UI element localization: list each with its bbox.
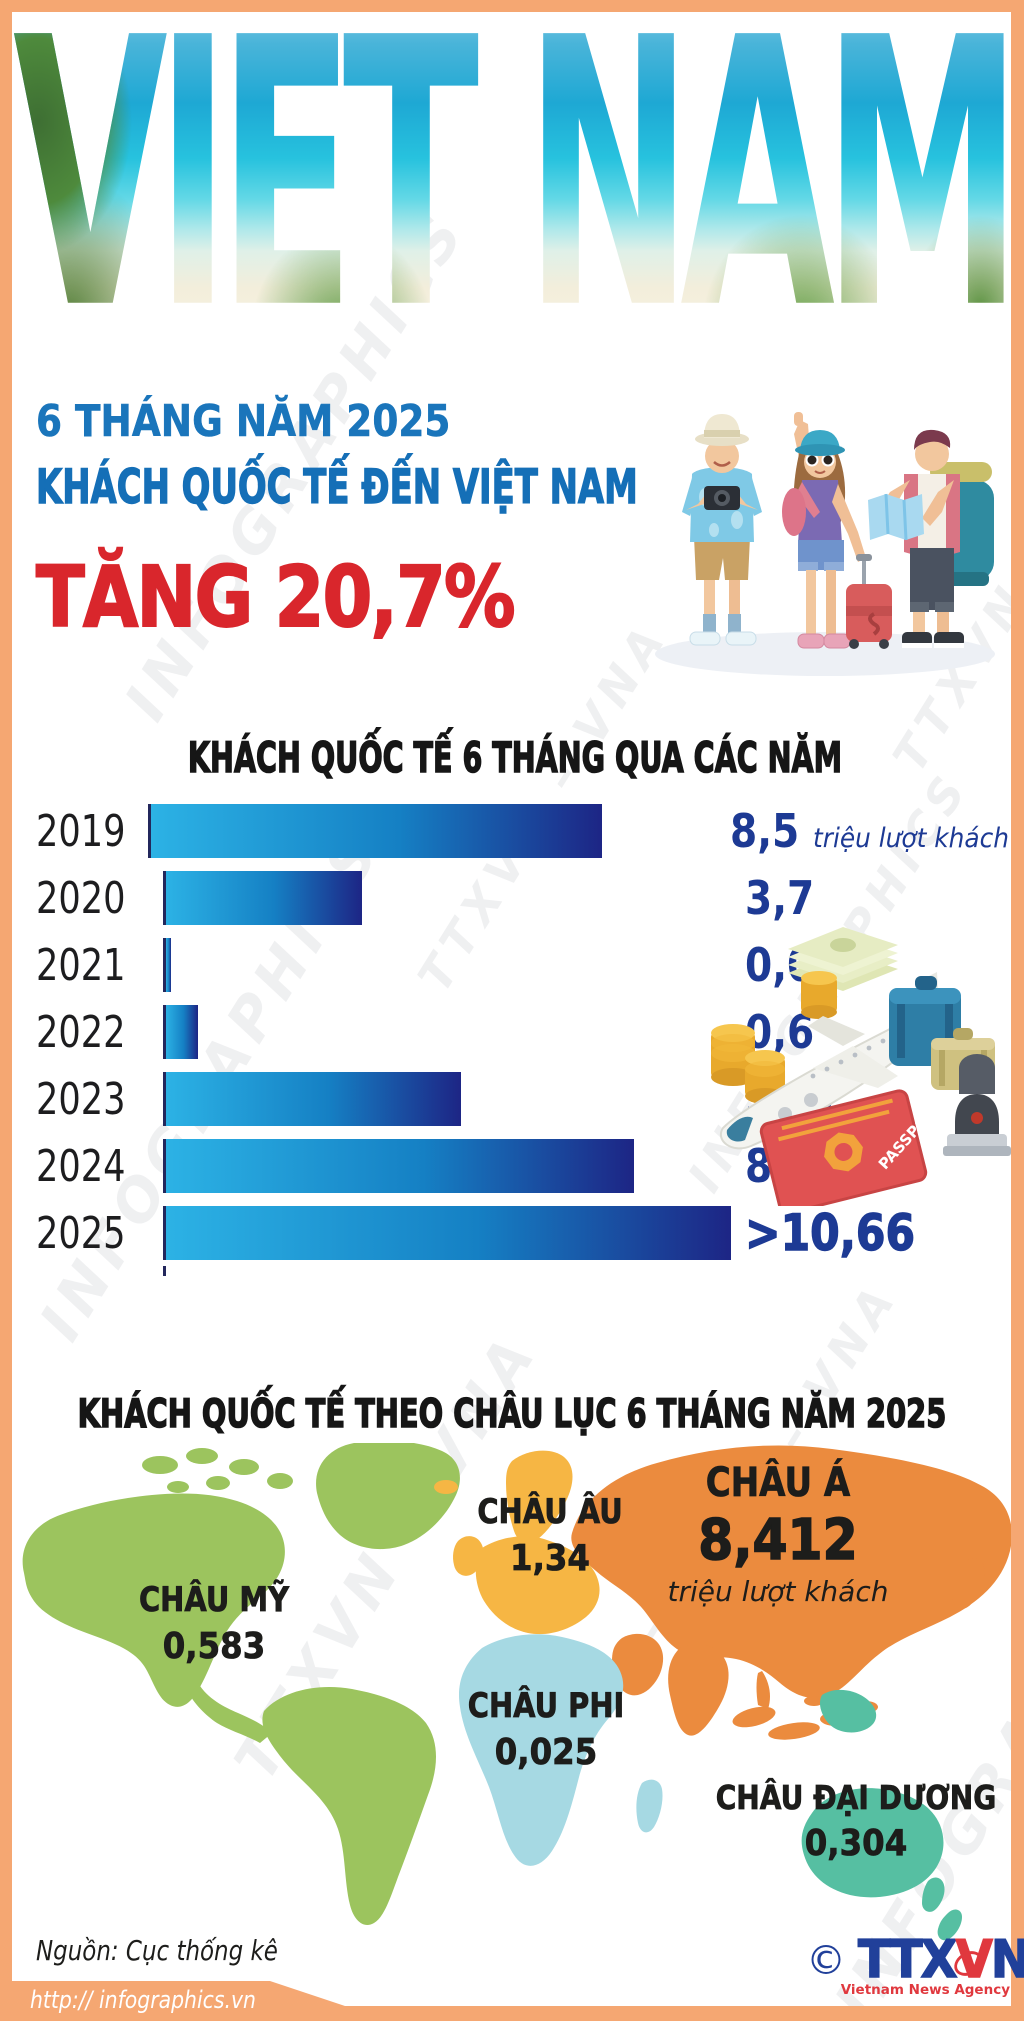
world-map [22,1443,1012,1941]
viet-nam-photo-headline: VIET NAM [12,0,1011,362]
frame-left [0,0,12,2021]
year-label: 2024 [36,1140,126,1192]
ttxvn-logo: TTXVN [857,1929,1024,1991]
map-label-africa: CHÂU PHI 0,025 [454,1686,638,1774]
continent-value: 1,34 [510,1538,591,1580]
travel-items-illustration: PASSPORT [711,927,1011,1206]
map-label-asia: CHÂU Á 8,412 triệu lượt khách [668,1460,889,1608]
tourist-man-map [868,429,994,648]
year-label: 2020 [36,872,126,924]
tourist-man-camera [682,414,762,646]
bar-row-2025: 2025 >10,66 [36,1203,996,1262]
continent-africa [458,1634,663,1866]
bar-2020 [166,871,363,925]
bar-value: 3,7 [745,871,815,925]
news-agency-logo: © TTXVN Vietnam News Agency [806,1929,1024,1998]
bar-2023 [166,1072,462,1126]
bar-track [163,871,731,925]
year-label: 2021 [36,939,126,991]
copyright-icon: © [806,1938,846,1984]
bar-track [163,1206,731,1260]
bar-row-2019: 2019 8,5 triệu lượt khách [36,804,1009,858]
continent-value: 0,304 [804,1823,908,1865]
continent-name: CHÂU PHI [467,1686,625,1727]
continent-value: 0,025 [494,1732,598,1774]
tourist-woman-pointing [782,412,892,649]
year-label: 2019 [36,805,126,857]
stamp-icon [943,1054,1011,1156]
bar-value: >10,66 [744,1203,916,1262]
map-label-europe: CHÂU ÂU 1,34 [465,1492,636,1580]
year-label: 2023 [36,1073,126,1125]
bar-2021 [166,938,171,992]
continent-value: 8,412 [698,1507,859,1574]
continent-name: CHÂU MỸ [138,1580,290,1621]
year-label: 2022 [36,1006,126,1058]
frame-right [1011,0,1024,2021]
passport-icon: PASSPORT [759,1089,947,1206]
bar-track [163,1139,731,1193]
continent-americas [22,1443,460,1925]
bar-value: 8,5 [729,804,800,858]
masthead: VIET NAM [12,0,1011,362]
year-label: 2025 [36,1207,126,1259]
bar-2022 [166,1005,198,1059]
bar-track [163,1072,731,1126]
agency-subtitle: Vietnam News Agency [840,1982,1010,1998]
bar-2019 [150,804,602,858]
map-label-americas: CHÂU MỸ 0,583 [126,1580,303,1668]
map-title: KHÁCH QUỐC TẾ THEO CHÂU LỤC 6 THÁNG NĂM … [77,1391,947,1438]
bar-track [147,804,716,858]
continent-name: CHÂU ÂU [477,1492,623,1533]
map-label-oceania: CHÂU ĐẠI DƯƠNG 0,304 [691,1778,1021,1865]
header-growth: TĂNG 20,7% [35,547,516,647]
bar-row-2022: 2022 0,6 [36,1005,996,1059]
bar-unit: triệu lượt khách [813,823,1010,854]
bar-chart-title: KHÁCH QUỐC TẾ 6 THÁNG QUA CÁC NĂM [187,732,843,783]
logo-globe-icon: V [955,1929,994,1991]
continent-oceania [801,1689,962,1941]
axis-line [163,1266,166,1276]
header-title: KHÁCH QUỐC TẾ ĐẾN VIỆT NAM [35,459,638,515]
bar-track [163,938,731,992]
footer-url: http:// infographics.vn [30,1986,256,2014]
continent-europe [434,1450,600,1635]
continent-name: CHÂU Á [705,1460,851,1507]
continent-value: 0,583 [162,1626,266,1668]
bar-2024 [166,1139,635,1193]
bar-row-2020: 2020 3,7 [36,871,996,925]
frame-top [0,0,1024,12]
bar-track [163,1005,731,1059]
continent-unit: triệu lượt khách [667,1575,889,1608]
source-note: Nguồn: Cục thống kê [36,1934,278,1967]
continent-asia [571,1445,1012,1740]
continent-name: CHÂU ĐẠI DƯƠNG [715,1778,997,1818]
tourists-illustration [655,412,995,676]
bar-2025 [166,1206,731,1260]
header-period: 6 THÁNG NĂM 2025 [36,396,451,448]
